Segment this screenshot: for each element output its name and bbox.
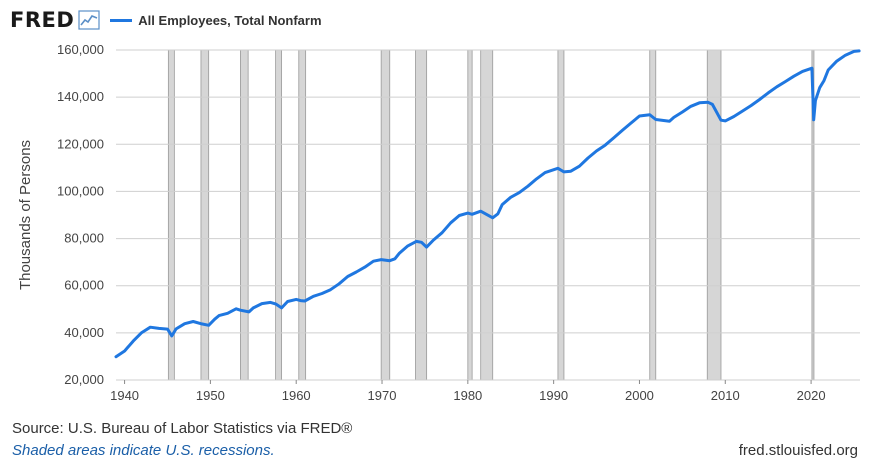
y-tick-label: 140,000 [57,89,104,104]
recession-bands [167,49,815,381]
x-tick-label: 2020 [797,388,826,403]
chart-header: FRED All Employees, Total Nonfarm [10,6,322,34]
series-line [114,49,861,359]
x-tick-label: 1980 [453,388,482,403]
y-tick-label: 160,000 [57,42,104,57]
recession-band [240,49,249,381]
y-axis-ticks: 20,000 40,000 60,000 80,000 100,000 120,000 14… [57,42,104,387]
y-tick-label: 40,000 [64,325,104,340]
recession-band [275,49,283,381]
line-chart-icon [78,10,100,30]
fred-logo[interactable]: FRED [10,8,75,32]
source-note: Source: U.S. Bureau of Labor Statistics … [12,420,353,437]
recession-band [557,49,565,381]
x-tick-label: 1940 [110,388,139,403]
recession-band [706,49,722,381]
x-tick-label: 1960 [282,388,311,403]
recession-band [200,49,210,381]
legend-label: All Employees, Total Nonfarm [138,12,322,28]
recession-note: Shaded areas indicate U.S. recessions. [12,442,275,459]
series-layer [114,49,861,359]
fred-url-link[interactable]: fred.stlouisfed.org [738,442,858,459]
legend-swatch [110,18,133,22]
x-tick-label: 2000 [625,388,654,403]
x-tick-label: 1990 [539,388,568,403]
recession-band [649,49,657,381]
y-tick-label: 80,000 [64,231,104,246]
x-axis-ticks: 1940 1950 1960 1970 1980 1990 2000 2010 2020 [110,380,826,403]
y-tick-label: 60,000 [64,278,104,293]
y-tick-label: 120,000 [57,136,104,151]
x-tick-label: 1950 [196,388,225,403]
recession-band [415,49,428,381]
y-tick-label: 100,000 [57,183,104,198]
gridlines [116,49,860,381]
y-tick-label: 20,000 [64,372,104,387]
y-axis-title: Thousands of Persons [17,140,34,290]
x-tick-label: 2010 [711,388,740,403]
recession-band [380,49,391,381]
recession-band [298,49,307,381]
x-tick-label: 1970 [368,388,397,403]
legend: All Employees, Total Nonfarm [110,12,322,28]
